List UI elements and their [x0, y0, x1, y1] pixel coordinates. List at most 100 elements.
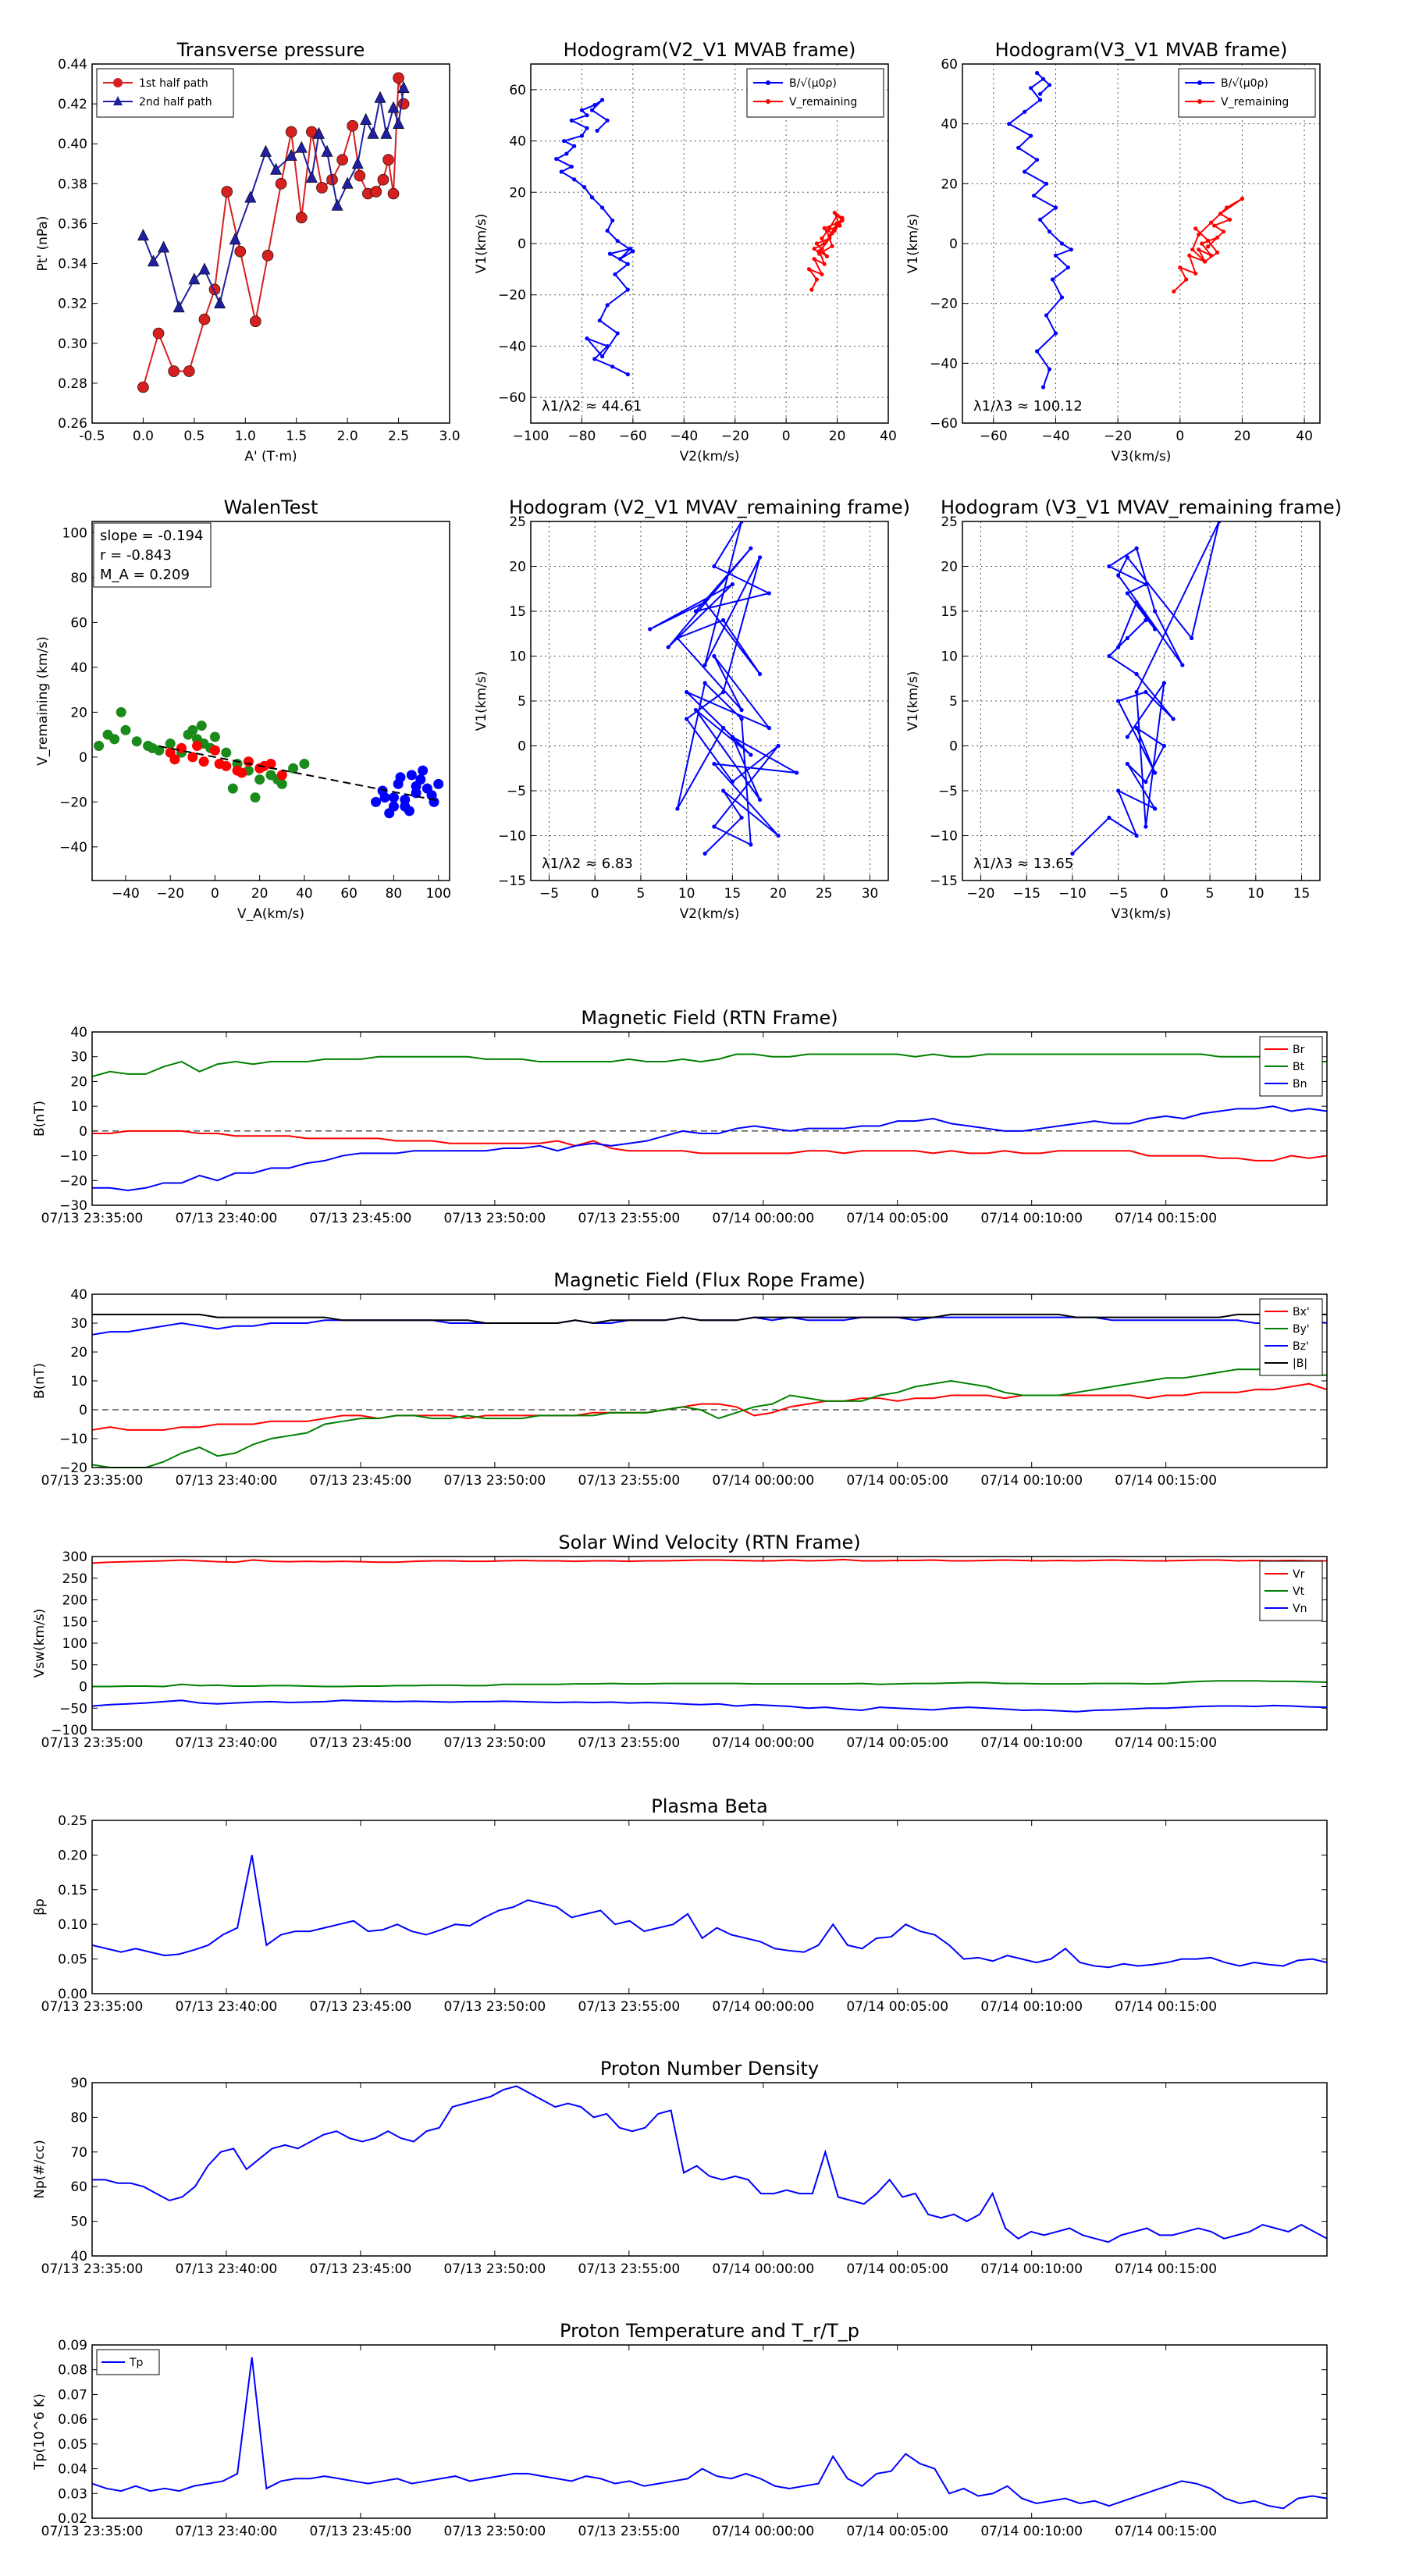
- series-group: [137, 72, 410, 393]
- data-point: [261, 250, 274, 262]
- data-point: [569, 164, 574, 169]
- data-point: [1044, 313, 1049, 318]
- x-tick-label: 07/14 00:10:00: [980, 1473, 1083, 1489]
- data-point: [1144, 582, 1148, 587]
- x-tick-label: -0.5: [79, 429, 105, 444]
- y-tick-label: −10: [59, 1432, 87, 1447]
- x-tick-label: 07/13 23:45:00: [310, 1473, 412, 1489]
- data-point: [1034, 349, 1040, 354]
- y-axis-label: Vsw(km/s): [32, 1609, 48, 1678]
- data-point: [840, 218, 845, 223]
- y-tick-label: 40: [509, 134, 526, 150]
- y-tick-label: 60: [70, 2179, 87, 2195]
- data-point: [168, 365, 180, 377]
- x-tick-label: 07/13 23:45:00: [310, 2261, 412, 2277]
- data-point: [572, 177, 577, 182]
- eigen-ratio-label: λ1/λ2 ≈ 6.83: [542, 856, 633, 872]
- data-point: [183, 365, 195, 377]
- x-tick-label: 07/14 00:15:00: [1115, 1473, 1217, 1489]
- data-point: [1037, 217, 1043, 222]
- data-point: [600, 354, 605, 359]
- data-point: [377, 173, 389, 186]
- data-point: [1209, 220, 1214, 225]
- x-tick-label: 07/13 23:50:00: [443, 2261, 546, 2277]
- legend-box: [1259, 1036, 1323, 1097]
- data-point: [243, 756, 254, 767]
- data-point: [400, 795, 411, 805]
- legend-label: Vr: [1293, 1568, 1305, 1581]
- data-point: [244, 190, 257, 203]
- data-point: [776, 833, 781, 838]
- x-tick-label: 07/14 00:15:00: [1115, 2261, 1217, 2277]
- x-tick-label: 0.5: [183, 429, 205, 444]
- data-point: [820, 272, 824, 277]
- data-point: [148, 254, 159, 267]
- data-point: [313, 126, 325, 139]
- y-axis-label: B(nT): [32, 1101, 48, 1137]
- data-point: [354, 169, 366, 182]
- eigen-ratio-label: λ1/λ3 ≈ 13.65: [973, 856, 1073, 872]
- y-tick-label: 30: [70, 1316, 87, 1332]
- data-point: [685, 689, 689, 695]
- x-tick-label: −20: [967, 886, 995, 902]
- x-tick-label: 07/14 00:10:00: [980, 2261, 1083, 2277]
- data-point: [404, 806, 414, 817]
- x-tick-label: 0: [782, 429, 791, 444]
- data-point: [1029, 133, 1033, 138]
- data-point: [209, 731, 220, 742]
- data-point: [814, 241, 819, 246]
- series-group: [94, 706, 444, 819]
- chart-bflux: 07/13 23:35:00 07/13 23:40:00 07/13 23:45:…: [32, 1269, 1328, 1489]
- stats-line: M_A = 0.209: [100, 567, 190, 583]
- data-point: [597, 318, 602, 323]
- data-point: [757, 797, 763, 802]
- data-point: [564, 151, 569, 156]
- chart-vsw: 07/13 23:35:00 07/13 23:40:00 07/13 23:45:…: [32, 1532, 1328, 1751]
- data-point: [395, 772, 406, 783]
- series-line-0: [1007, 72, 1073, 388]
- x-tick-label: 07/14 00:05:00: [846, 2261, 948, 2277]
- y-axis-label: Np(#/cc): [32, 2140, 48, 2198]
- plot-frame: [530, 521, 889, 881]
- data-point: [1053, 205, 1058, 210]
- x-tick-label: −80: [567, 429, 596, 444]
- series-group: [554, 98, 845, 377]
- data-point: [589, 108, 595, 112]
- legend-label: B/√(μ0ρ): [1221, 77, 1268, 90]
- data-point: [554, 156, 559, 162]
- legend-label: |B|: [1293, 1357, 1307, 1370]
- data-point: [187, 724, 198, 735]
- data-point: [628, 246, 633, 251]
- data-point: [617, 257, 623, 262]
- chart-np: 07/13 23:35:00 07/13 23:40:00 07/13 23:45:…: [32, 2058, 1328, 2277]
- data-point: [285, 148, 297, 161]
- x-tick-label: −40: [1042, 429, 1070, 444]
- series-line-2: [92, 1105, 1328, 1191]
- data-point: [605, 228, 610, 233]
- data-point: [426, 790, 437, 801]
- y-tick-label: 0: [949, 237, 958, 252]
- x-tick-label: 0: [1160, 886, 1168, 902]
- y-tick-label: −10: [498, 829, 526, 845]
- x-tick-label: 15: [724, 886, 742, 902]
- y-tick-label: 0.02: [58, 2511, 87, 2527]
- y-tick-label: 20: [70, 1074, 87, 1090]
- data-point: [147, 742, 158, 753]
- data-point: [559, 169, 564, 174]
- data-point: [295, 141, 308, 153]
- y-tick-label: −20: [930, 297, 958, 312]
- data-point: [615, 331, 620, 336]
- series-line-0: [554, 99, 635, 375]
- data-point: [1153, 609, 1158, 614]
- data-point: [712, 564, 717, 569]
- plot-frame: [91, 521, 450, 881]
- x-tick-label: 07/14 00:05:00: [846, 1999, 948, 2015]
- x-tick-label: 07/13 23:35:00: [41, 1735, 144, 1751]
- legend-marker: [1197, 80, 1202, 85]
- stats-line: slope = -0.194: [100, 528, 203, 544]
- data-point: [820, 246, 824, 251]
- x-tick-label: −10: [1058, 886, 1087, 902]
- data-point: [572, 144, 577, 148]
- plot-frame: [91, 1293, 1328, 1468]
- y-tick-label: −10: [930, 829, 958, 845]
